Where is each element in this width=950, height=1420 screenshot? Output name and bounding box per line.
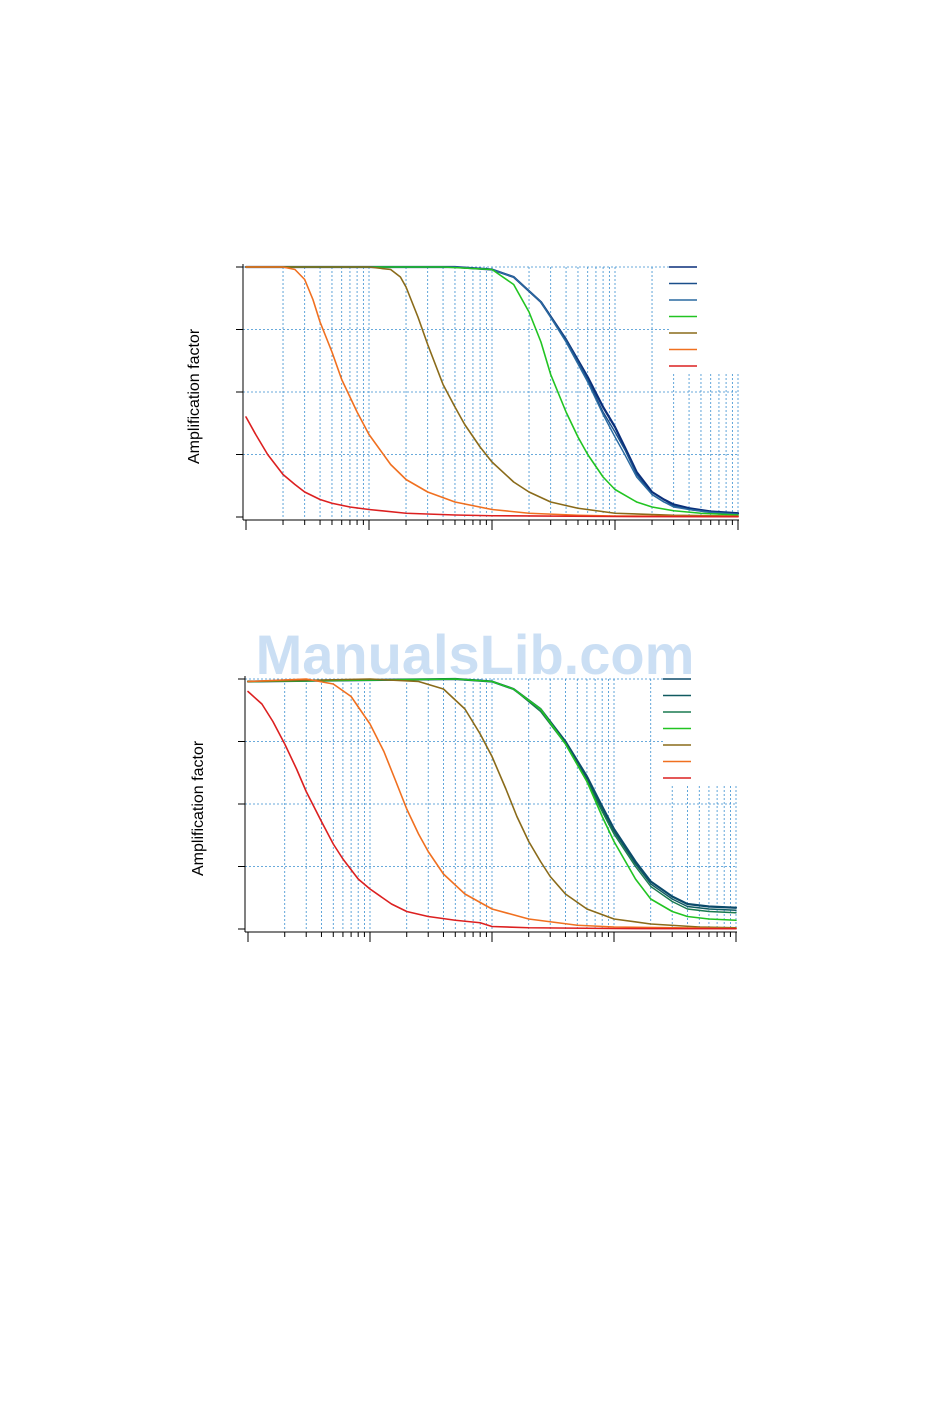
chart-bottom: Amplification factor bbox=[190, 676, 738, 942]
grid bbox=[243, 266, 739, 517]
legend bbox=[669, 266, 697, 367]
chart-top: Amplification factor bbox=[0, 0, 950, 560]
series-line-1 bbox=[246, 677, 738, 909]
series-line-6 bbox=[247, 678, 737, 930]
series-line-7 bbox=[247, 690, 737, 930]
series-line-5 bbox=[245, 266, 739, 517]
series-line-6 bbox=[245, 266, 739, 518]
series-line-4 bbox=[247, 678, 737, 922]
series-line-5 bbox=[247, 678, 737, 929]
legend bbox=[663, 678, 691, 779]
chart-top-plot bbox=[236, 264, 740, 530]
series-line-4 bbox=[245, 266, 739, 516]
watermark: ManualsLib.com bbox=[255, 623, 695, 686]
chart-bottom-plot bbox=[238, 676, 738, 942]
series-line-7 bbox=[245, 416, 739, 518]
series-line-3 bbox=[245, 266, 739, 516]
